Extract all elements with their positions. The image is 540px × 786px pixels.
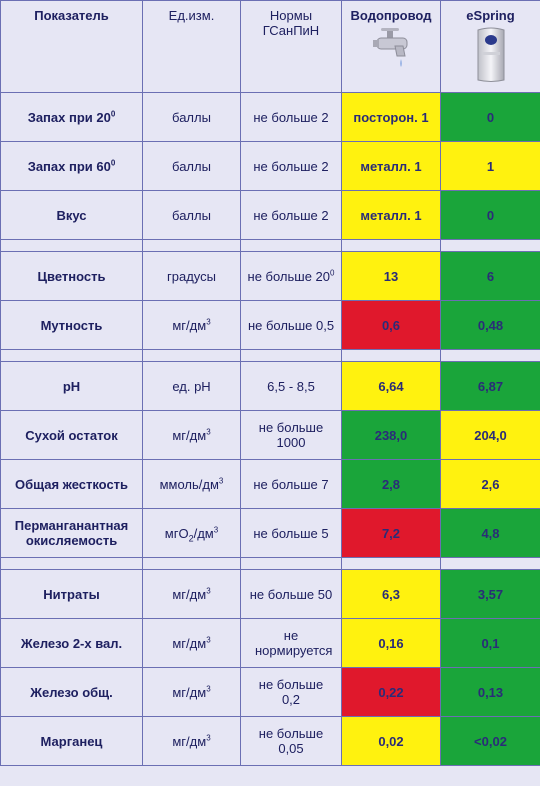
header-tap: Водопровод — [341, 0, 441, 93]
unit-cell: мг/дм3 — [142, 667, 241, 717]
unit-cell: ммоль/дм3 — [142, 459, 241, 509]
norm-cell: не больше 5 — [240, 508, 342, 558]
param-name: Марганец — [0, 716, 143, 766]
espring-value: 204,0 — [440, 410, 540, 460]
unit-cell: мг/дм3 — [142, 716, 241, 766]
header-espring: eSpring — [440, 0, 540, 93]
espring-value: 6,87 — [440, 361, 540, 411]
espring-value: <0,02 — [440, 716, 540, 766]
param-name: Запах при 600 — [0, 141, 143, 191]
unit-cell: мг/дм3 — [142, 300, 241, 350]
espring-value: 2,6 — [440, 459, 540, 509]
unit-cell: баллы — [142, 141, 241, 191]
espring-value: 0,48 — [440, 300, 540, 350]
table-row: Запах при 200 баллы не больше 2 посторон… — [0, 92, 540, 142]
water-faucet-icon — [373, 28, 408, 67]
header-row: Показатель Ед.изм. Нормы ГСанПиН Водопро… — [0, 0, 540, 93]
tap-value: 7,2 — [341, 508, 441, 558]
espring-value: 0,13 — [440, 667, 540, 717]
param-name: Нитраты — [0, 569, 143, 619]
table-row: Запах при 600 баллы не больше 2 металл. … — [0, 141, 540, 191]
tap-value: 0,16 — [341, 618, 441, 668]
unit-cell: мг/дм3 — [142, 618, 241, 668]
param-name: Мутность — [0, 300, 143, 350]
table-row: Перманганантная окисляемость мгО2/дм3 не… — [0, 508, 540, 558]
norm-cell: не больше 0,05 — [240, 716, 342, 766]
table-row: pH ед. pH 6,5 - 8,5 6,64 6,87 — [0, 361, 540, 411]
unit-cell: градусы — [142, 251, 241, 301]
tap-value: 238,0 — [341, 410, 441, 460]
water-comparison-table: Показатель Ед.изм. Нормы ГСанПиН Водопро… — [0, 0, 540, 766]
tap-value: 6,64 — [341, 361, 441, 411]
norm-cell: не больше 0,2 — [240, 667, 342, 717]
header-unit: Ед.изм. — [142, 0, 241, 93]
table-row: Марганец мг/дм3 не больше 0,05 0,02 <0,0… — [0, 716, 540, 766]
norm-cell: не нормируется — [240, 618, 342, 668]
espring-filter-device-icon — [477, 27, 504, 82]
espring-value: 6 — [440, 251, 540, 301]
espring-value: 1 — [440, 141, 540, 191]
norm-cell: не больше 200 — [240, 251, 342, 301]
param-name: pH — [0, 361, 143, 411]
unit-cell: мгО2/дм3 — [142, 508, 241, 558]
unit-cell: ед. pH — [142, 361, 241, 411]
param-name: Железо общ. — [0, 667, 143, 717]
norm-cell: не больше 2 — [240, 141, 342, 191]
norm-cell: 6,5 - 8,5 — [240, 361, 342, 411]
tap-value: 0,6 — [341, 300, 441, 350]
tap-value: 13 — [341, 251, 441, 301]
norm-cell: не больше 0,5 — [240, 300, 342, 350]
espring-value: 0 — [440, 190, 540, 240]
param-name: Перманганантная окисляемость — [0, 508, 143, 558]
espring-value: 3,57 — [440, 569, 540, 619]
tap-value: 2,8 — [341, 459, 441, 509]
table-row: Цветность градусы не больше 200 13 6 — [0, 251, 540, 301]
table-row: Нитраты мг/дм3 не больше 50 6,3 3,57 — [0, 569, 540, 619]
table-row: Вкус баллы не больше 2 металл. 1 0 — [0, 190, 540, 240]
norm-cell: не больше 50 — [240, 569, 342, 619]
norm-cell: не больше 7 — [240, 459, 342, 509]
table-row: Железо общ. мг/дм3 не больше 0,2 0,22 0,… — [0, 667, 540, 717]
group-separator — [0, 239, 540, 252]
espring-value: 0 — [440, 92, 540, 142]
table-row: Мутность мг/дм3 не больше 0,5 0,6 0,48 — [0, 300, 540, 350]
norm-cell: не больше 2 — [240, 92, 342, 142]
param-name: Железо 2-х вал. — [0, 618, 143, 668]
unit-cell: баллы — [142, 190, 241, 240]
unit-cell: мг/дм3 — [142, 410, 241, 460]
param-name: Сухой остаток — [0, 410, 143, 460]
param-name: Цветность — [0, 251, 143, 301]
param-name: Запах при 200 — [0, 92, 143, 142]
tap-value: 0,02 — [341, 716, 441, 766]
table-row: Железо 2-х вал. мг/дм3 не нормируется 0,… — [0, 618, 540, 668]
header-tap-label: Водопровод — [350, 8, 432, 23]
espring-value: 4,8 — [440, 508, 540, 558]
norm-cell: не больше 2 — [240, 190, 342, 240]
tap-value: металл. 1 — [341, 141, 441, 191]
tap-value: посторон. 1 — [341, 92, 441, 142]
param-name: Вкус — [0, 190, 143, 240]
group-separator — [0, 557, 540, 570]
espring-value: 0,1 — [440, 618, 540, 668]
tap-value: металл. 1 — [341, 190, 441, 240]
param-name: Общая жесткость — [0, 459, 143, 509]
norm-cell: не больше 1000 — [240, 410, 342, 460]
unit-cell: баллы — [142, 92, 241, 142]
table-row: Сухой остаток мг/дм3 не больше 1000 238,… — [0, 410, 540, 460]
table-row: Общая жесткость ммоль/дм3 не больше 7 2,… — [0, 459, 540, 509]
header-parameter: Показатель — [0, 0, 143, 93]
group-separator — [0, 349, 540, 362]
unit-cell: мг/дм3 — [142, 569, 241, 619]
tap-value: 0,22 — [341, 667, 441, 717]
header-espring-label: eSpring — [466, 8, 515, 23]
tap-value: 6,3 — [341, 569, 441, 619]
header-norm: Нормы ГСанПиН — [240, 0, 342, 93]
